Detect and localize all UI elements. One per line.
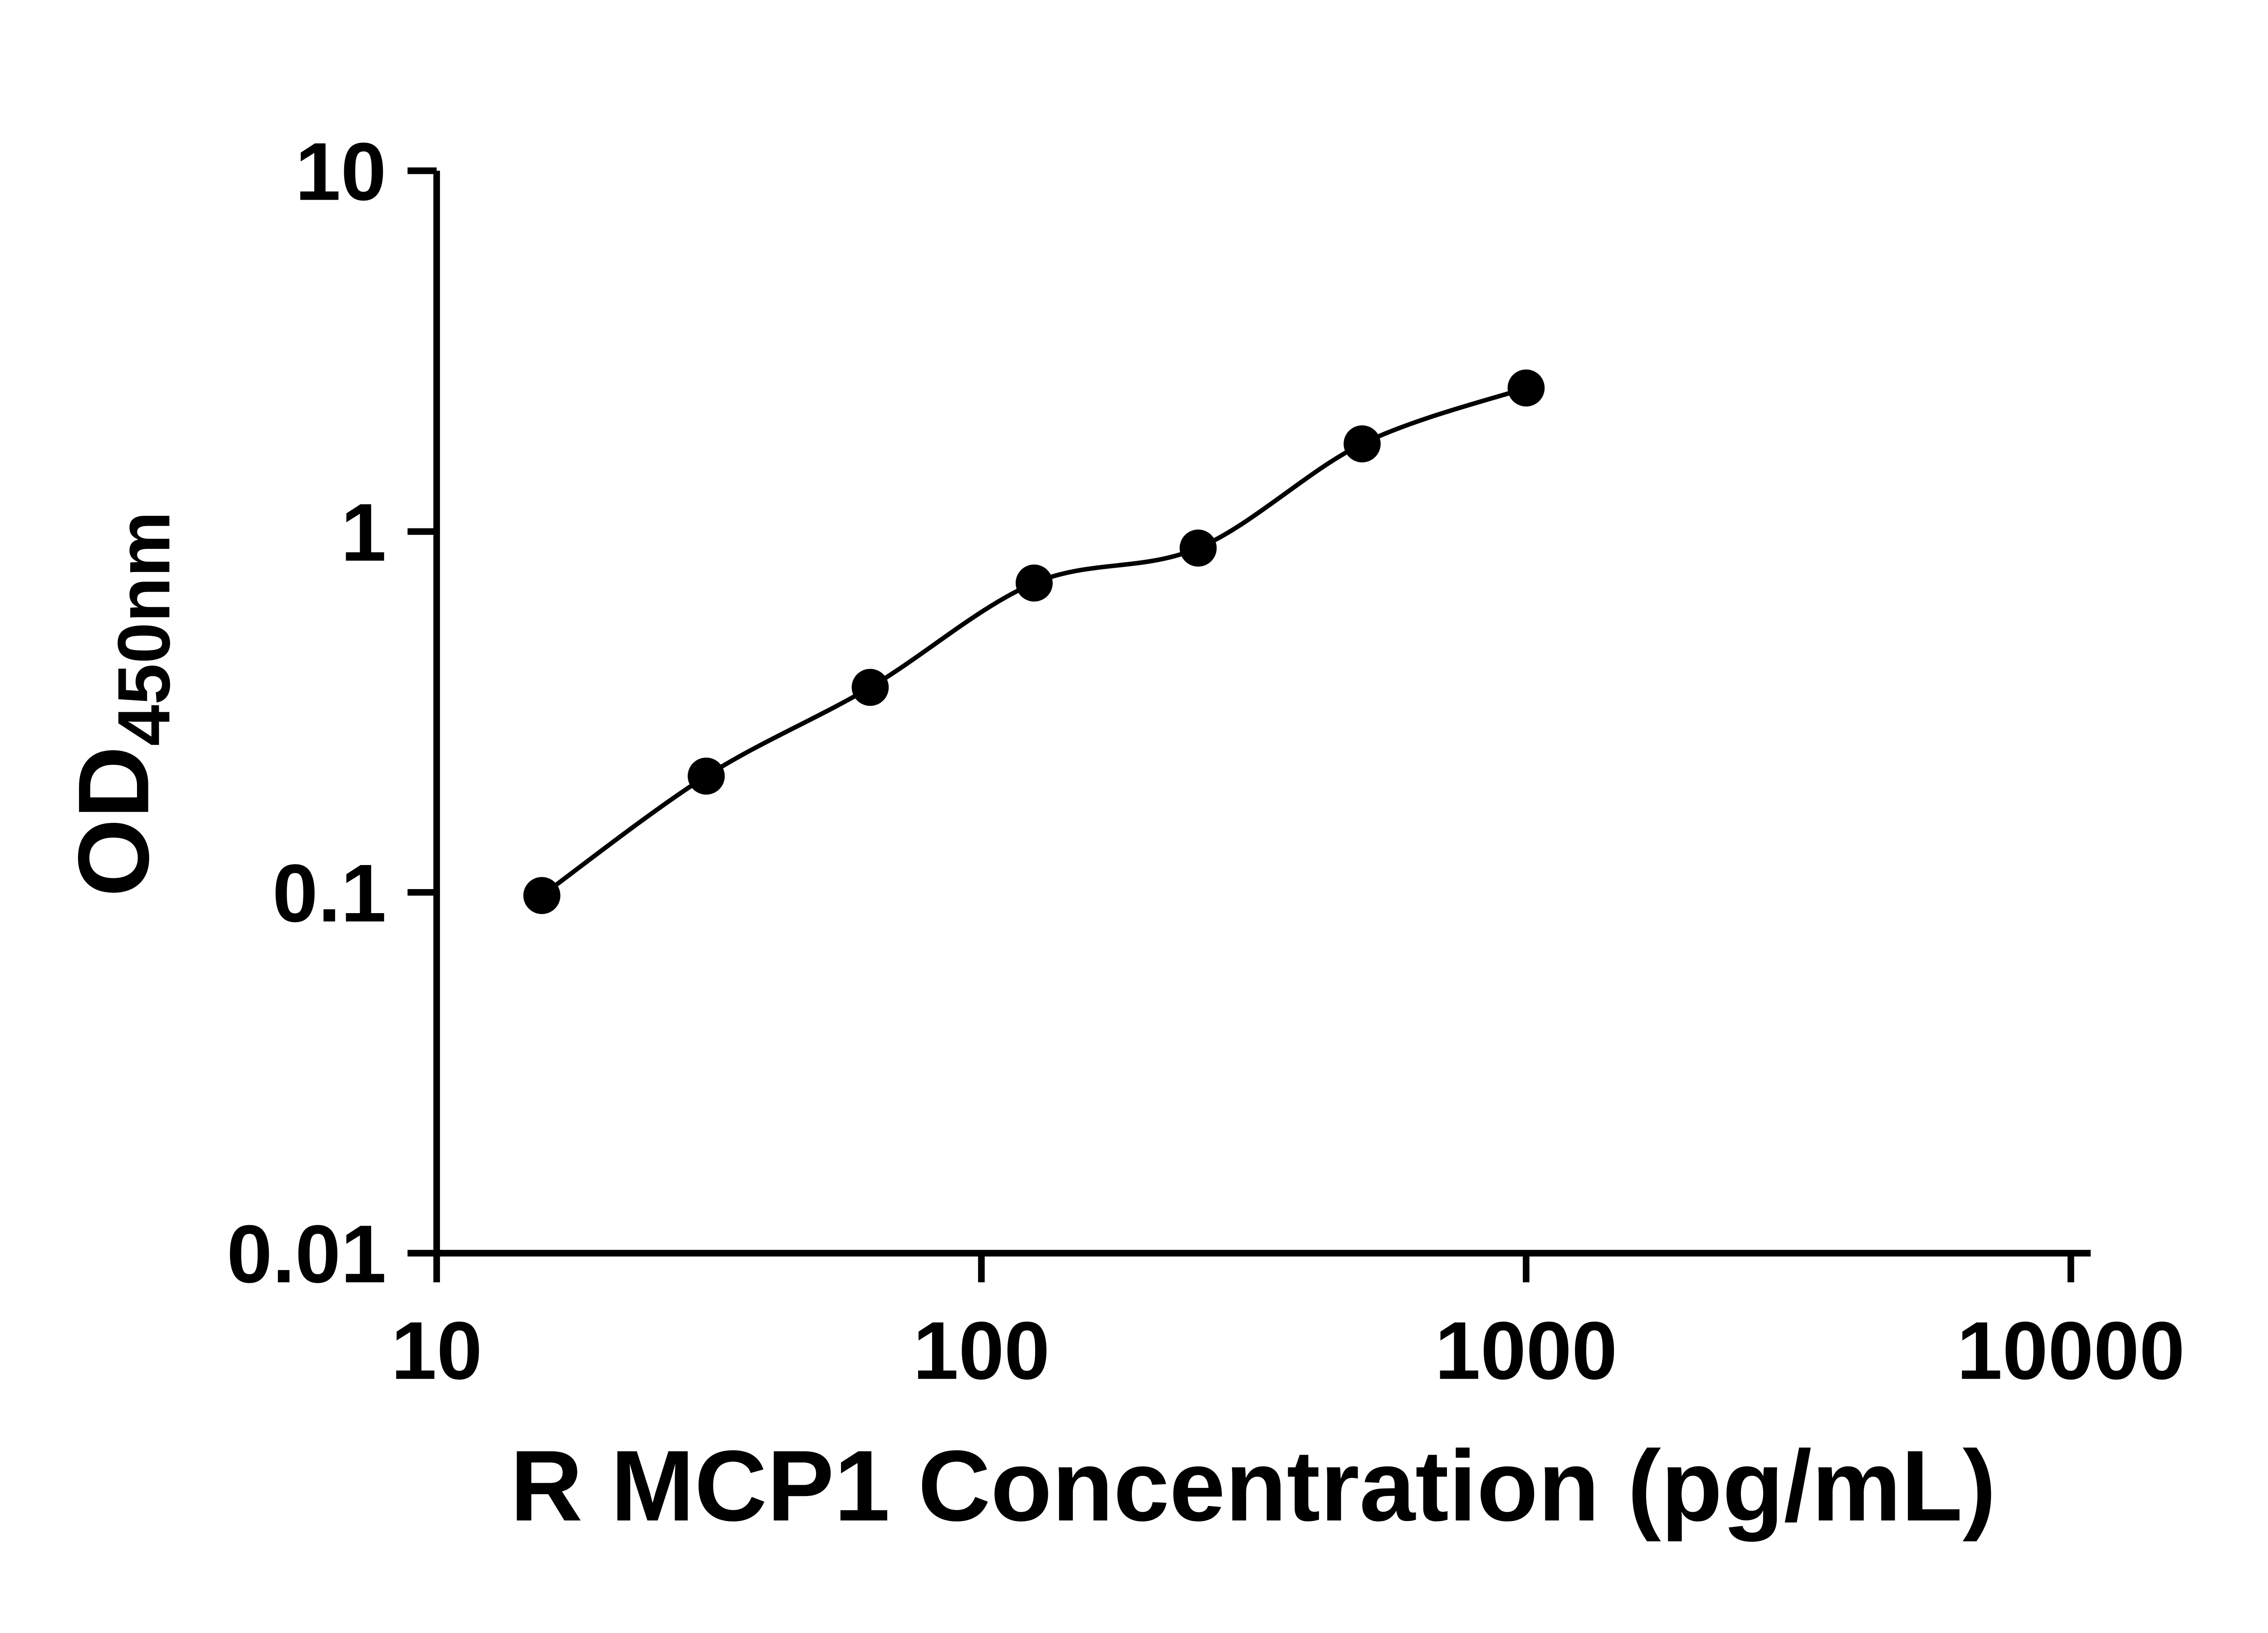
x-tick-label: 1000	[1435, 1305, 1617, 1397]
x-tick-label: 100	[913, 1305, 1050, 1397]
data-point	[523, 877, 561, 914]
y-axis-title-main: OD	[57, 746, 170, 897]
y-axis-title-subscript: 450nm	[102, 511, 185, 746]
x-tick-label: 10000	[1957, 1305, 2185, 1397]
y-axis-title: OD450nm	[57, 511, 186, 897]
data-point	[1507, 369, 1545, 407]
x-tick-label: 10	[391, 1305, 482, 1397]
data-point	[688, 758, 725, 795]
axes-lines	[433, 171, 2091, 1257]
data-point	[1016, 564, 1053, 602]
data-point	[851, 669, 889, 706]
y-tick-label: 10	[295, 126, 386, 218]
fit-curve	[540, 386, 1527, 898]
data-point	[1344, 425, 1381, 463]
plot-area: 10 100 1000 10000 0.01 0.1 1 10	[227, 126, 2185, 1397]
y-tick-label: 0.01	[227, 1208, 386, 1300]
y-tick-label: 0.1	[272, 847, 386, 939]
data-point	[1179, 529, 1217, 567]
x-axis-title: R MCP1 Concentration (pg/mL)	[510, 1429, 1996, 1542]
y-tick-label: 1	[341, 487, 386, 578]
